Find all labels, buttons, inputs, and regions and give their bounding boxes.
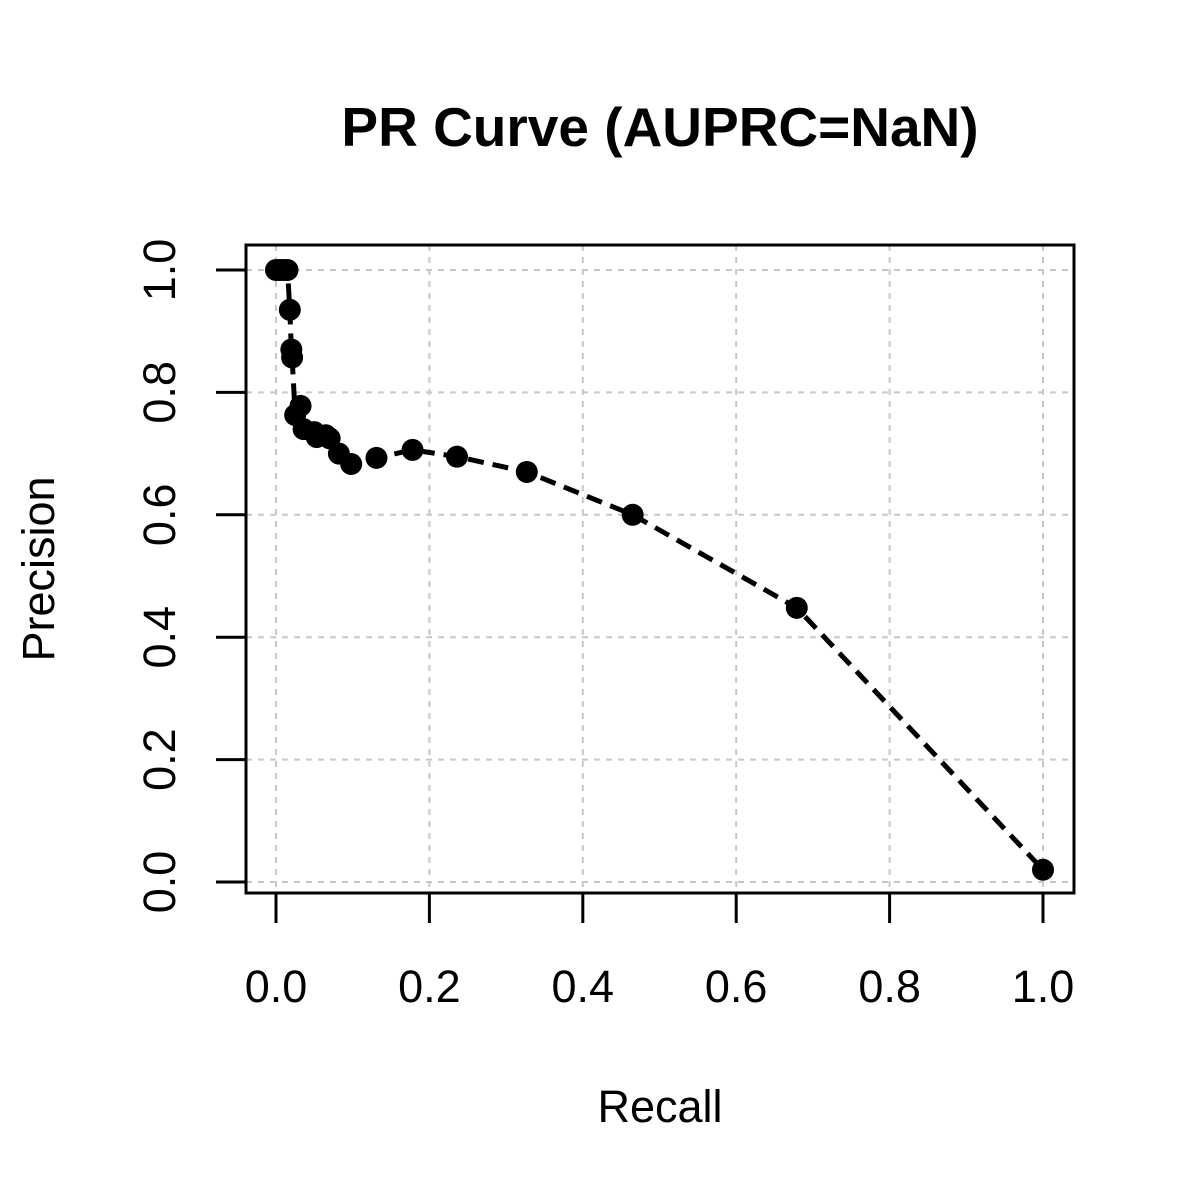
data-point [340, 453, 363, 476]
y-axis-label: Precision [13, 476, 64, 661]
chart-title: PR Curve (AUPRC=NaN) [341, 96, 978, 158]
x-tick-label: 0.8 [858, 961, 921, 1012]
x-tick-label: 0.0 [245, 961, 308, 1012]
x-axis-label: Recall [597, 1081, 722, 1132]
x-tick-label: 0.4 [552, 961, 615, 1012]
series-points [265, 259, 1054, 881]
y-tick-label: 0.0 [134, 851, 185, 914]
x-tick-label: 0.6 [705, 961, 768, 1012]
data-point [1032, 858, 1054, 881]
data-point [365, 446, 388, 469]
y-tick-label: 1.0 [134, 239, 185, 302]
grid-lines [246, 245, 1074, 893]
data-point [785, 596, 808, 619]
y-tick-label: 0.4 [134, 606, 185, 669]
y-tick-label: 0.8 [134, 361, 185, 424]
data-point [281, 346, 304, 369]
axes: 0.0 0.2 0.4 0.6 0.8 1.0 0.0 0.2 0.4 0.6 0.8 1.0 [134, 239, 1074, 1012]
data-point [446, 445, 469, 468]
data-point [289, 394, 312, 417]
data-point [515, 460, 538, 483]
data-point [621, 503, 644, 526]
data-point [401, 438, 424, 461]
y-tick-label: 0.6 [134, 484, 185, 547]
x-tick-label: 1.0 [1012, 961, 1075, 1012]
x-tick-label: 0.2 [398, 961, 461, 1012]
data-point [278, 298, 301, 321]
y-tick-label: 0.2 [134, 728, 185, 791]
data-point [276, 259, 299, 281]
